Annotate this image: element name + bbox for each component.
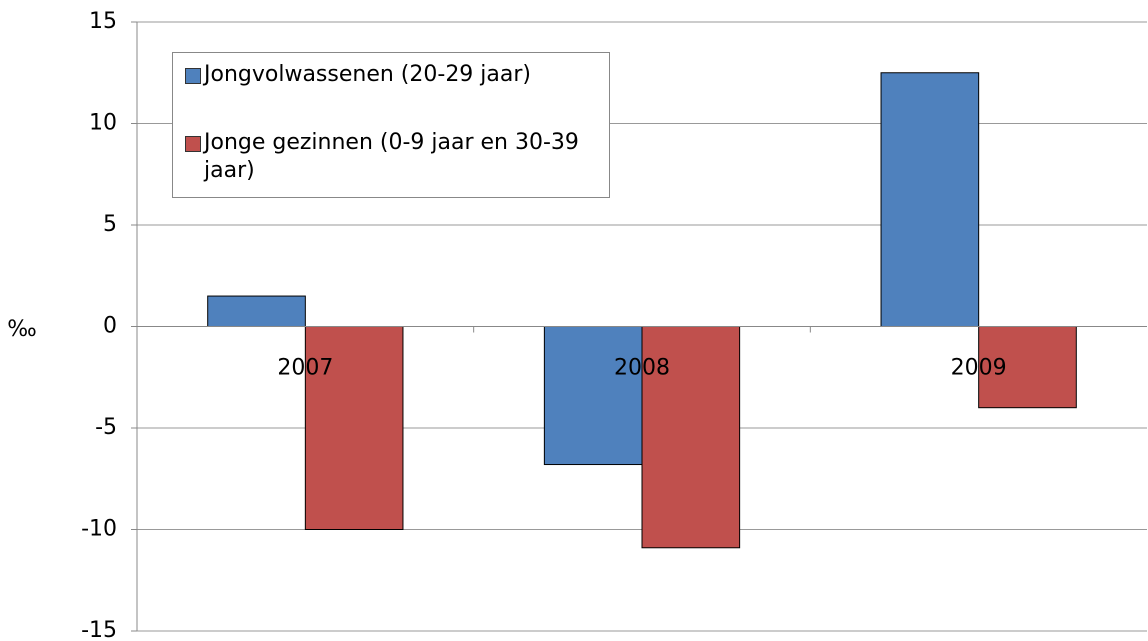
legend-swatch xyxy=(185,68,201,84)
legend-entry: Jonge gezinnen (0-9 jaar en 30-39 jaar) xyxy=(185,129,597,185)
x-tick-label: 2008 xyxy=(614,356,670,381)
y-tick-label: -10 xyxy=(81,517,117,542)
legend-entry: Jongvolwassenen (20-29 jaar) xyxy=(185,61,597,89)
bar xyxy=(880,72,980,327)
legend: Jongvolwassenen (20-29 jaar) Jonge gezinn… xyxy=(172,52,610,198)
bar xyxy=(978,326,1077,409)
bar xyxy=(207,295,306,327)
y-tick-label: 10 xyxy=(89,111,117,136)
legend-label: Jonge gezinnen (0-9 jaar en 30-39 jaar) xyxy=(204,130,579,183)
bar xyxy=(304,326,404,530)
y-axis-label: ‰ xyxy=(7,317,37,342)
y-tick-label: 0 xyxy=(103,314,117,339)
y-tick-label: -5 xyxy=(95,415,117,440)
bar xyxy=(543,326,643,466)
legend-swatch xyxy=(185,136,201,152)
y-tick-label: 5 xyxy=(103,212,117,237)
x-tick-label: 2009 xyxy=(951,356,1007,381)
legend-label: Jongvolwassenen (20-29 jaar) xyxy=(204,62,532,87)
x-tick-label: 2007 xyxy=(277,356,333,381)
y-tick-label: 15 xyxy=(89,9,117,34)
y-tick-label: -15 xyxy=(81,618,117,641)
